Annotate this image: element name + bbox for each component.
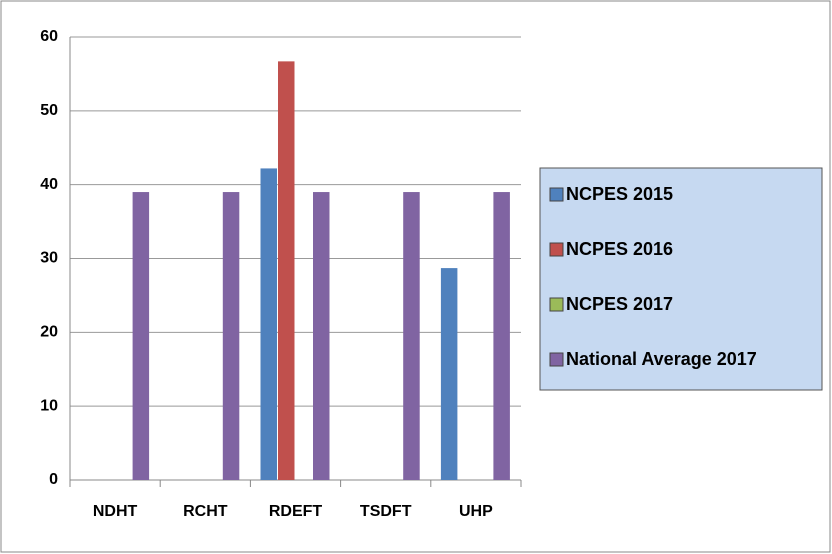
bar — [132, 192, 150, 481]
legend-label: NCPES 2015 — [566, 184, 673, 204]
y-tick-label: 10 — [40, 397, 58, 414]
x-tick-label: UHP — [459, 503, 493, 520]
y-tick-label: 40 — [40, 176, 58, 193]
legend-label: NCPES 2016 — [566, 239, 673, 259]
x-tick-label: NDHT — [93, 503, 138, 520]
x-tick-label: RCHT — [183, 503, 228, 520]
bar — [403, 192, 420, 481]
y-tick-label: 0 — [49, 471, 58, 488]
bar — [260, 168, 277, 480]
legend-swatch — [549, 187, 564, 202]
bar — [440, 268, 458, 480]
bar — [313, 192, 330, 481]
bar — [222, 192, 240, 481]
x-tick-label: RDEFT — [269, 503, 323, 520]
bar — [278, 61, 295, 481]
y-tick-label: 20 — [40, 324, 58, 341]
legend-swatch — [549, 297, 564, 312]
legend-label: NCPES 2017 — [566, 294, 673, 314]
y-tick-label: 30 — [40, 250, 58, 267]
legend-label: National Average 2017 — [566, 349, 757, 369]
x-tick-label: TSDFT — [360, 503, 412, 520]
y-tick-label: 60 — [40, 28, 58, 45]
legend-swatch — [549, 352, 564, 367]
y-tick-label: 50 — [40, 102, 58, 119]
legend-box — [539, 167, 823, 391]
legend-swatch — [549, 242, 564, 257]
bar — [493, 192, 510, 481]
